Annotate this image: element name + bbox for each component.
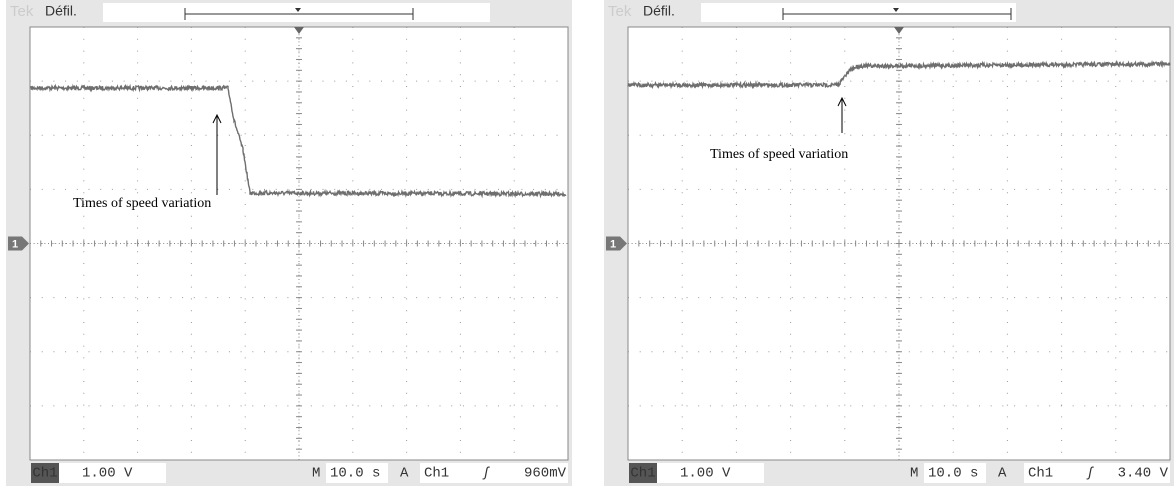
scope-panel: Tek Défil. 1 Times of speed variation Ch1 1.0… — [604, 0, 1174, 486]
oscilloscope-screens: Tek Défil. 1 Times of speed variation Ch1 1.0… — [0, 0, 1176, 486]
record-box — [701, 3, 1016, 22]
time-scale: 10.0 s — [330, 466, 380, 482]
trigger-level: 960mV — [524, 466, 567, 482]
annotation: Times of speed variation — [73, 196, 211, 211]
scope-panel: Tek Défil. 1 Times of speed variation Ch1 1.0… — [6, 0, 572, 486]
scale: 1.00 V — [680, 466, 731, 482]
mode: Défil. — [45, 3, 77, 19]
time-label: M — [910, 466, 918, 482]
trigger-slope: ʃ — [482, 466, 490, 482]
trigger-slope: ʃ — [1086, 466, 1094, 482]
brand: Tek — [608, 3, 632, 20]
time-scale: 10.0 s — [928, 466, 978, 482]
brand: Tek — [10, 3, 34, 20]
time-label: M — [312, 466, 320, 482]
annotation: Times of speed variation — [710, 147, 848, 162]
scale: 1.00 V — [82, 466, 133, 482]
trigger-source: Ch1 — [1028, 466, 1053, 482]
record-box — [103, 3, 490, 22]
channel-marker-label: 1 — [610, 238, 616, 250]
mode: Défil. — [643, 3, 675, 19]
channel: Ch1 — [32, 466, 57, 482]
channel-marker-label: 1 — [12, 238, 18, 250]
channel: Ch1 — [630, 466, 655, 482]
trigger-label: A — [998, 466, 1007, 482]
trigger-level: 3.40 V — [1118, 466, 1169, 482]
trigger-source: Ch1 — [424, 466, 449, 482]
trigger-label: A — [400, 466, 409, 482]
